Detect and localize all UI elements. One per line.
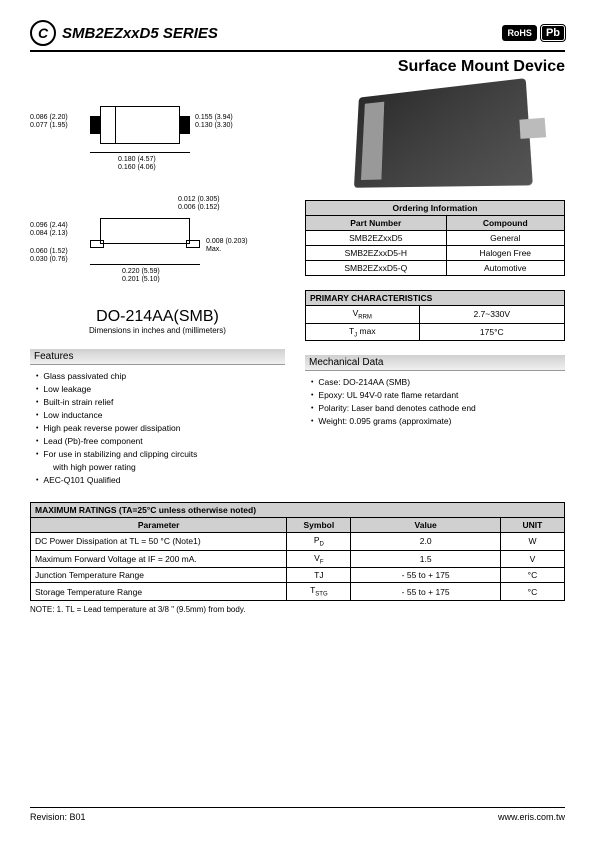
cell: PD: [287, 533, 351, 551]
max-col-header: Parameter: [31, 518, 287, 533]
cell: 2.0: [351, 533, 501, 551]
cell: VF: [287, 550, 351, 568]
feature-item: AEC-Q101 Qualified: [36, 475, 285, 485]
ordering-title: Ordering Information: [306, 201, 565, 216]
cell: - 55 to + 175: [351, 583, 501, 601]
dim-label: 0.008 (0.203): [206, 238, 248, 245]
cell: General: [446, 231, 564, 246]
dim-label: 0.084 (2.13): [30, 230, 68, 237]
dim-label: 0.006 (0.152): [178, 204, 220, 211]
cell: Junction Temperature Range: [31, 568, 287, 583]
features-header: Features: [30, 349, 285, 365]
url-text: www.eris.com.tw: [498, 812, 565, 822]
cell: Halogen Free: [446, 246, 564, 261]
pb-badge: Pb: [541, 25, 565, 41]
dim-label: 0.180 (4.57): [118, 156, 156, 163]
feature-item: Low inductance: [36, 410, 285, 420]
max-col-header: Symbol: [287, 518, 351, 533]
feature-item: For use in stabilizing and clipping circ…: [36, 449, 285, 459]
badges: RoHS Pb: [502, 25, 565, 41]
mech-item: Weight: 0.095 grams (approximate): [311, 416, 565, 426]
feature-item: High peak reverse power dissipation: [36, 423, 285, 433]
cell: W: [500, 533, 564, 551]
table-row: VRRM 2.7~330V: [306, 306, 565, 324]
table-row: TJ max 175°C: [306, 323, 565, 341]
package-subtitle: Dimensions in inches and (millimeters): [30, 326, 285, 335]
header-rule: [30, 50, 565, 52]
series-title: SMB2EZxxD5 SERIES: [62, 25, 218, 42]
table-row: DC Power Dissipation at TL = 50 °C (Note…: [31, 533, 565, 551]
mech-item: Epoxy: UL 94V-0 rate flame retardant: [311, 390, 565, 400]
table-row: Maximum Forward Voltage at IF = 200 mA.V…: [31, 550, 565, 568]
feature-item: Lead (Pb)-free component: [36, 436, 285, 446]
table-row: Junction Temperature RangeTJ- 55 to + 17…: [31, 568, 565, 583]
ordering-col-header: Compound: [446, 216, 564, 231]
cell: - 55 to + 175: [351, 568, 501, 583]
cell: TSTG: [287, 583, 351, 601]
dim-label: Max.: [206, 246, 221, 253]
mech-item: Polarity: Laser band denotes cathode end: [311, 403, 565, 413]
cell: DC Power Dissipation at TL = 50 °C (Note…: [31, 533, 287, 551]
ordering-table: Ordering Information Part Number Compoun…: [305, 200, 565, 276]
revision-text: Revision: B01: [30, 812, 86, 822]
cell: VRRM: [306, 306, 420, 324]
cell: 175°C: [419, 323, 564, 341]
max-note: NOTE: 1. TL = Lead temperature at 3/8 " …: [30, 605, 565, 614]
dim-label: 0.220 (5.59): [122, 268, 160, 275]
feature-item: Glass passivated chip: [36, 371, 285, 381]
dim-label: 0.096 (2.44): [30, 222, 68, 229]
dim-label: 0.155 (3.94): [195, 114, 233, 121]
cell: SMB2EZxxD5-H: [306, 246, 447, 261]
table-row: SMB2EZxxD5General: [306, 231, 565, 246]
cell: 1.5: [351, 550, 501, 568]
mech-item: Case: DO-214AA (SMB): [311, 377, 565, 387]
rohs-badge: RoHS: [502, 25, 537, 41]
logo-title-group: C SMB2EZxxD5 SERIES: [30, 20, 218, 46]
device-image: [354, 78, 533, 188]
cell: °C: [500, 583, 564, 601]
max-col-header: UNIT: [500, 518, 564, 533]
cell: SMB2EZxxD5: [306, 231, 447, 246]
table-row: Storage Temperature RangeTSTG- 55 to + 1…: [31, 583, 565, 601]
header: C SMB2EZxxD5 SERIES RoHS Pb: [30, 20, 565, 46]
dim-label: 0.012 (0.305): [178, 196, 220, 203]
dim-label: 0.086 (2.20): [30, 114, 68, 121]
cell: 2.7~330V: [419, 306, 564, 324]
primary-characteristics-table: PRIMARY CHARACTERISTICS VRRM 2.7~330V TJ…: [305, 290, 565, 341]
maximum-ratings-table: MAXIMUM RATINGS (TA=25°C unless otherwis…: [30, 502, 565, 601]
max-col-header: Value: [351, 518, 501, 533]
footer: Revision: B01 www.eris.com.tw: [30, 807, 565, 822]
feature-item: Low leakage: [36, 384, 285, 394]
dim-label: 0.201 (5.10): [122, 276, 160, 283]
cell: Maximum Forward Voltage at IF = 200 mA.: [31, 550, 287, 568]
mechanical-header: Mechanical Data: [305, 355, 565, 371]
table-row: SMB2EZxxD5-QAutomotive: [306, 261, 565, 276]
cell: Automotive: [446, 261, 564, 276]
feature-item: Built-in strain relief: [36, 397, 285, 407]
cell: Storage Temperature Range: [31, 583, 287, 601]
logo-icon: C: [30, 20, 56, 46]
table-row: SMB2EZxxD5-HHalogen Free: [306, 246, 565, 261]
max-title: MAXIMUM RATINGS (TA=25°C unless otherwis…: [31, 503, 565, 518]
dim-label: 0.077 (1.95): [30, 122, 68, 129]
subtitle: Surface Mount Device: [30, 58, 565, 76]
dim-label: 0.060 (1.52): [30, 248, 68, 255]
ordering-col-header: Part Number: [306, 216, 447, 231]
top-dimension-drawing: 0.086 (2.20) 0.077 (1.95) 0.155 (3.94) 0…: [30, 86, 285, 186]
side-dimension-drawing: 0.096 (2.44) 0.084 (2.13) 0.060 (1.52) 0…: [30, 196, 285, 306]
primary-title: PRIMARY CHARACTERISTICS: [306, 291, 565, 306]
dim-label: 0.130 (3.30): [195, 122, 233, 129]
cell: TJ: [287, 568, 351, 583]
dim-label: 0.030 (0.76): [30, 256, 68, 263]
cell: TJ max: [306, 323, 420, 341]
mechanical-list: Case: DO-214AA (SMB) Epoxy: UL 94V-0 rat…: [305, 377, 565, 426]
feature-item: with high power rating: [36, 462, 285, 472]
cell: °C: [500, 568, 564, 583]
dim-label: 0.160 (4.06): [118, 164, 156, 171]
package-name: DO-214AA(SMB): [30, 308, 285, 326]
cell: SMB2EZxxD5-Q: [306, 261, 447, 276]
cell: V: [500, 550, 564, 568]
features-list: Glass passivated chip Low leakage Built-…: [30, 371, 285, 485]
